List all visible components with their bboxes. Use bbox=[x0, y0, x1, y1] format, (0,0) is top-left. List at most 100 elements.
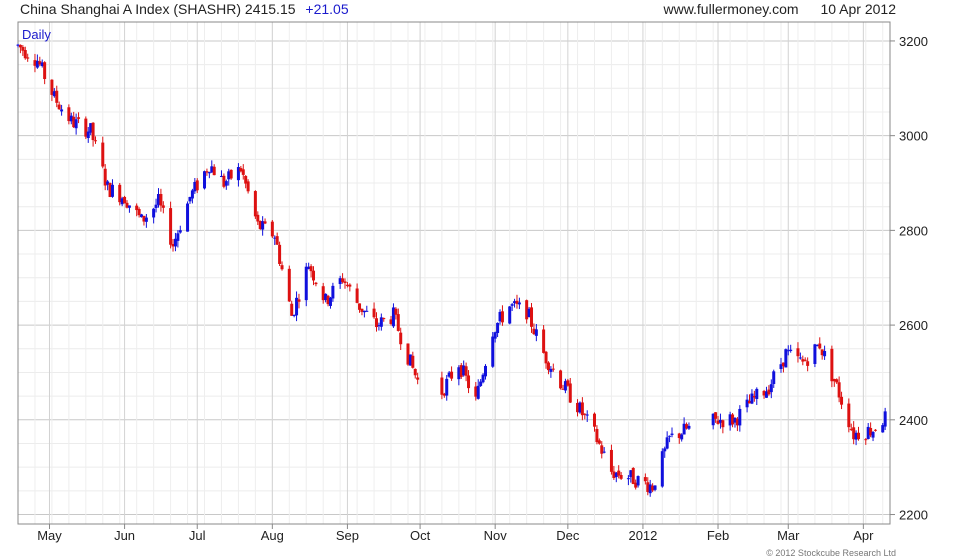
candle-body bbox=[173, 238, 177, 247]
candle-body bbox=[600, 445, 604, 454]
candle-body bbox=[331, 285, 335, 299]
candle-body bbox=[551, 368, 555, 370]
candle-body bbox=[382, 318, 386, 320]
candle-body bbox=[38, 61, 42, 65]
candle-body bbox=[295, 297, 299, 316]
candle-body bbox=[631, 467, 635, 485]
candle-body bbox=[447, 372, 451, 377]
candle-body bbox=[50, 79, 54, 95]
candle-body bbox=[634, 482, 638, 488]
candle-body bbox=[789, 349, 793, 351]
candle-body bbox=[767, 389, 771, 395]
candle-body bbox=[360, 308, 364, 312]
candle-body bbox=[328, 297, 332, 306]
candle-body bbox=[786, 350, 790, 352]
candle-body bbox=[338, 278, 342, 285]
candle-body bbox=[602, 451, 606, 453]
candle-body bbox=[297, 299, 301, 302]
candle-body bbox=[188, 196, 192, 202]
candle-body bbox=[229, 169, 233, 179]
candle-body bbox=[682, 423, 686, 435]
candle-body bbox=[142, 215, 146, 222]
candle-body bbox=[314, 282, 318, 285]
candle-body bbox=[135, 205, 139, 211]
candle-body bbox=[244, 175, 248, 184]
candle-body bbox=[125, 202, 129, 208]
candle-body bbox=[566, 380, 570, 386]
candle-body bbox=[275, 236, 279, 245]
candle-body bbox=[718, 419, 722, 423]
candle-body bbox=[345, 284, 349, 286]
x-tick-label: Jun bbox=[114, 528, 135, 543]
candle-body bbox=[496, 322, 500, 334]
candle-body bbox=[379, 317, 383, 327]
candle-body bbox=[273, 237, 277, 239]
candle-body bbox=[278, 244, 282, 264]
candle-body bbox=[532, 328, 536, 335]
candle-body bbox=[619, 474, 623, 479]
candle-body bbox=[653, 485, 657, 490]
candle-body bbox=[738, 408, 742, 426]
candle-body bbox=[665, 437, 669, 449]
candle-body bbox=[873, 429, 877, 431]
site-link[interactable]: www.fullermoney.com bbox=[663, 1, 799, 17]
candle-body bbox=[714, 412, 718, 419]
candle-body bbox=[648, 484, 652, 494]
candle-body bbox=[389, 319, 393, 324]
candle-body bbox=[343, 281, 347, 283]
candle-body bbox=[685, 424, 689, 429]
candle-body bbox=[883, 411, 887, 427]
y-axis: 2200 2400 2600 2800 3000 3200 bbox=[890, 34, 928, 523]
candle-body bbox=[169, 208, 173, 245]
candle-body bbox=[127, 205, 131, 208]
last-price: 2415.15 bbox=[244, 1, 296, 17]
candle-body bbox=[772, 371, 776, 385]
candle-body bbox=[35, 60, 39, 68]
candle-body bbox=[161, 205, 165, 208]
candle-body bbox=[527, 308, 531, 318]
candle-body bbox=[568, 383, 572, 403]
candle-body bbox=[769, 384, 773, 393]
candle-body bbox=[101, 142, 105, 167]
candle-body bbox=[542, 329, 546, 353]
candle-body bbox=[219, 175, 223, 177]
price-change: +21.05 bbox=[305, 1, 349, 17]
candle-body bbox=[411, 355, 415, 368]
y-tick-label: 2400 bbox=[899, 413, 928, 428]
candle-body bbox=[457, 367, 461, 380]
candle-body bbox=[60, 109, 64, 112]
candle-body bbox=[358, 303, 362, 310]
x-tick-label: Oct bbox=[410, 528, 431, 543]
candle-body bbox=[612, 471, 616, 478]
candle-body bbox=[576, 402, 580, 413]
candle-body bbox=[309, 266, 313, 272]
candle-body bbox=[94, 140, 98, 142]
candle-body bbox=[462, 365, 466, 376]
x-axis: May Jun Jul Aug Sep Oct Nov Dec 2012 Feb Mar Apr bbox=[37, 524, 874, 543]
candle-body bbox=[595, 428, 599, 443]
candle-body bbox=[399, 332, 403, 345]
candle-body bbox=[750, 393, 754, 404]
candle-body bbox=[716, 420, 720, 424]
candle-body bbox=[626, 478, 630, 480]
candle-body bbox=[195, 180, 199, 191]
candle-body bbox=[140, 214, 144, 218]
candle-body bbox=[731, 414, 735, 425]
candle-body bbox=[813, 344, 817, 364]
candle-body bbox=[341, 278, 345, 282]
candle-body bbox=[89, 123, 93, 133]
candle-body bbox=[224, 181, 228, 186]
candle-body bbox=[120, 198, 124, 205]
candle-body bbox=[578, 402, 582, 413]
candle-body bbox=[137, 209, 141, 216]
y-tick-label: 3000 bbox=[899, 129, 928, 144]
candle-body bbox=[779, 364, 783, 370]
candle-body bbox=[450, 371, 454, 379]
candle-body bbox=[544, 351, 548, 364]
x-tick-label: Apr bbox=[853, 528, 874, 543]
y-tick-label: 2200 bbox=[899, 508, 928, 523]
candle-body bbox=[498, 311, 502, 322]
candle-body bbox=[733, 417, 737, 423]
candle-body bbox=[592, 413, 596, 427]
